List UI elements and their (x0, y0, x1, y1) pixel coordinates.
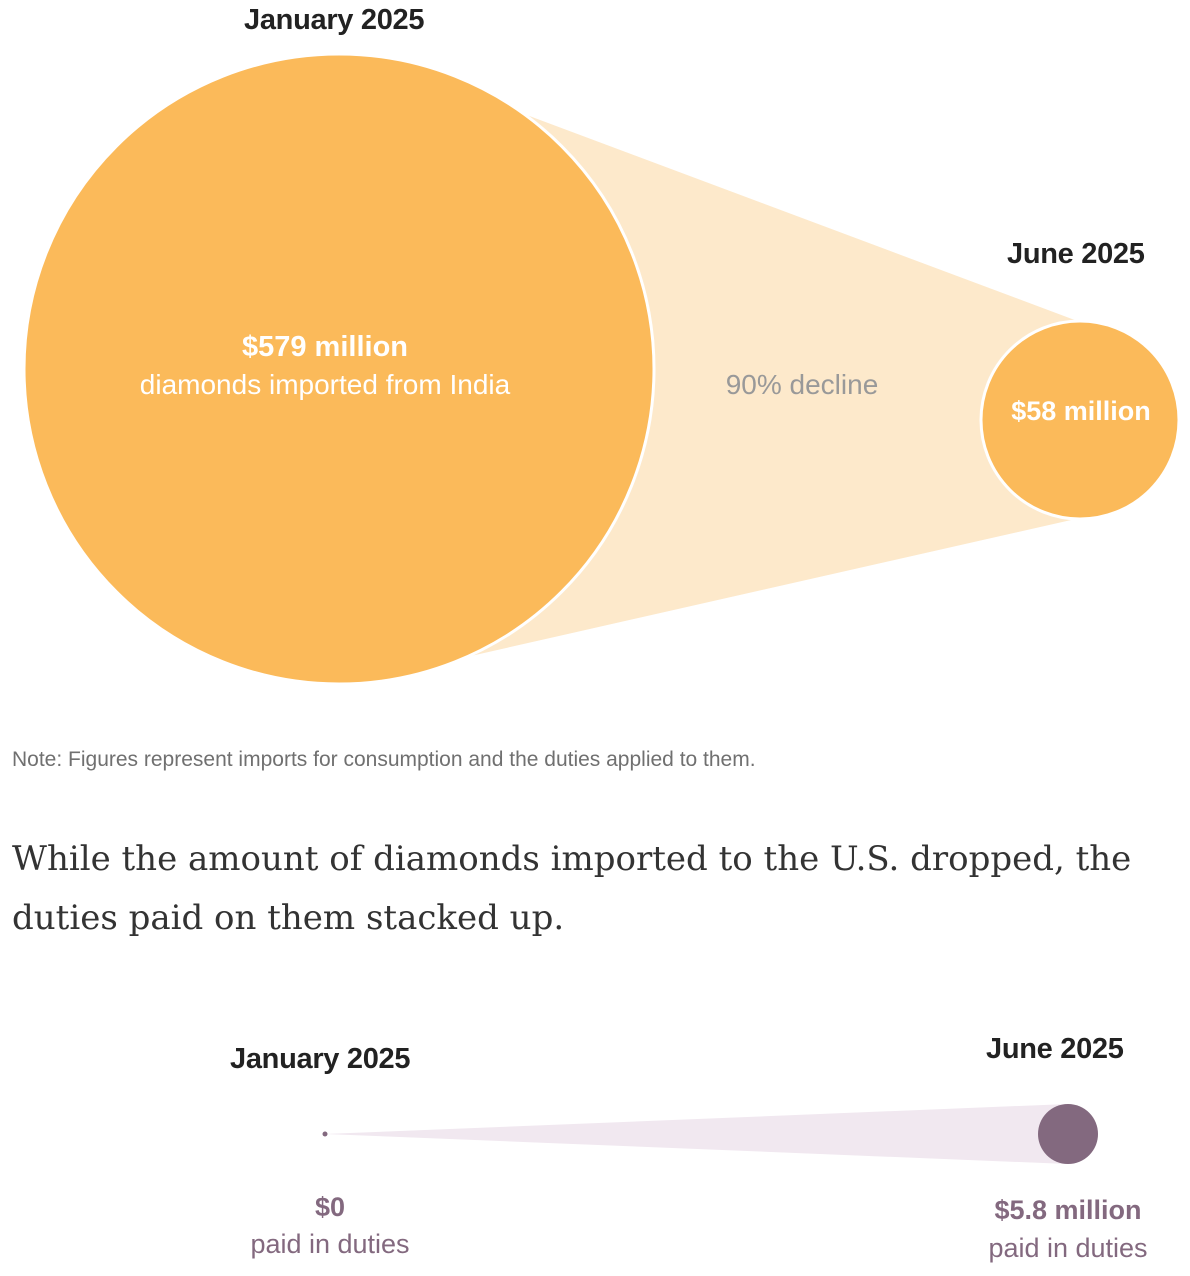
chart2-first-date-label: January 2025 (230, 1043, 411, 1075)
duties-bubble-january (322, 1131, 328, 1137)
chart2-second-date-label: June 2025 (986, 1033, 1124, 1065)
duties-bubble-chart: $0 paid in duties $5.8 million paid in d… (250, 1104, 1148, 1263)
imports-bubble-june (979, 319, 1181, 521)
duties-june-value-label: $5.8 million (994, 1195, 1141, 1225)
duties-june-sublabel: paid in duties (988, 1233, 1147, 1263)
chart1-second-date-label: June 2025 (1007, 238, 1145, 270)
imports-bubble-chart: $579 million diamonds imported from Indi… (22, 52, 1181, 686)
imports-bubble-january (22, 52, 656, 686)
imports-january-value-label: $579 million (242, 331, 408, 363)
chart-note: Note: Figures represent imports for cons… (12, 748, 756, 771)
imports-january-sublabel: diamonds imported from India (140, 369, 511, 400)
imports-june-value-label: $58 million (1011, 396, 1151, 426)
article-paragraph: While the amount of diamonds imported to… (12, 839, 1132, 938)
duties-january-sublabel: paid in duties (250, 1229, 409, 1259)
duties-january-value-label: $0 (315, 1192, 345, 1222)
chart1-first-date-label: January 2025 (244, 4, 425, 36)
duties-connector-band (325, 1104, 1068, 1164)
duties-bubble-june (1038, 1104, 1098, 1164)
imports-change-label: 90% decline (726, 369, 879, 400)
